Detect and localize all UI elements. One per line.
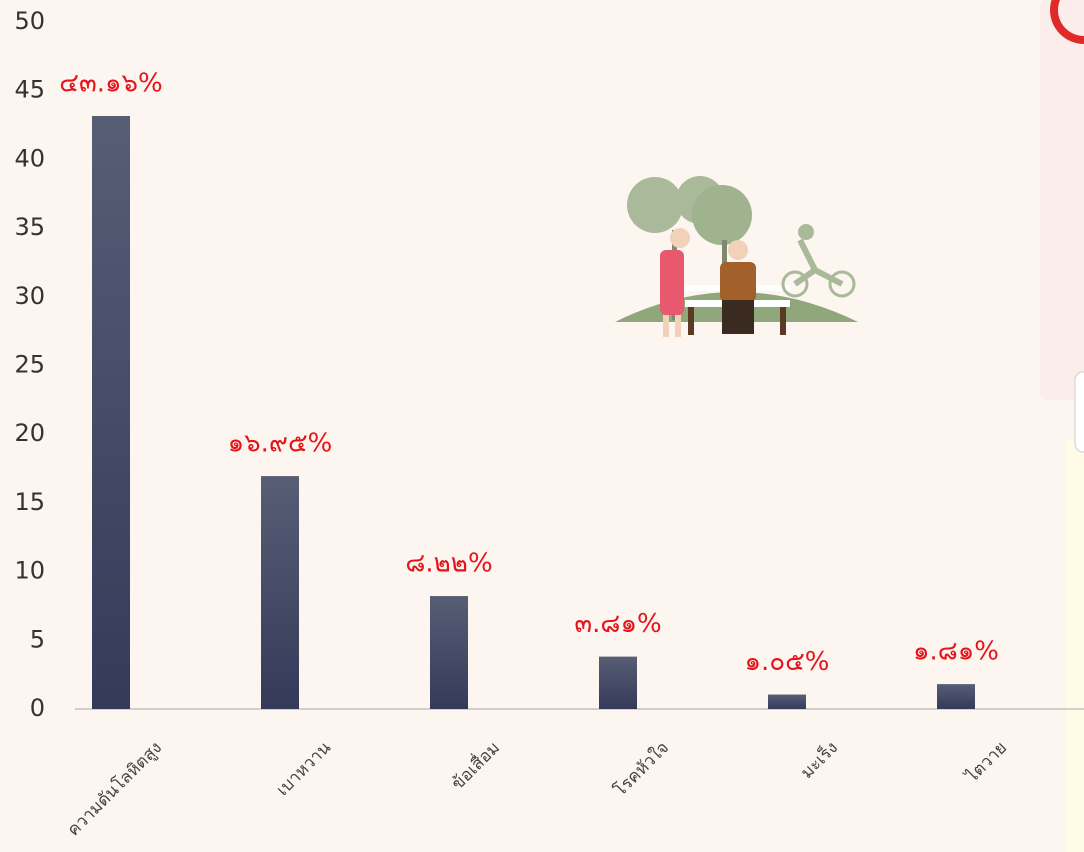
x-tick-label: เบาหวาน (273, 738, 336, 801)
x-tick-label: โรคหัวใจ (610, 737, 673, 800)
side-panel (1040, 0, 1084, 400)
y-tick-label: 15 (14, 488, 45, 516)
y-tick-label: 35 (14, 213, 45, 241)
value-label: ๔๓.๑๖% (59, 68, 162, 98)
bar (937, 684, 975, 709)
value-label: ๓.๘๑% (574, 609, 661, 639)
bar (430, 596, 468, 709)
value-label: ๑๖.๙๕% (228, 429, 333, 459)
y-tick-label: 25 (14, 351, 45, 379)
value-label: ๑.๘๑% (913, 637, 999, 667)
y-tick-label: 5 (30, 625, 45, 653)
value-label: ๑.๐๕% (744, 647, 829, 677)
bar (599, 657, 637, 709)
x-tick-label: มะเร็ง (796, 737, 842, 783)
x-tick-label: ไตวาย (960, 737, 1011, 788)
bar (92, 116, 130, 709)
value-label: ๘.๒๒% (405, 549, 492, 579)
y-tick-label: 30 (14, 282, 45, 310)
x-tick-label: ความดันโลหิตสูง (63, 737, 166, 840)
side-panel (1066, 440, 1084, 852)
bar (768, 695, 806, 709)
side-card (1075, 372, 1084, 452)
bar (261, 476, 299, 709)
y-tick-label: 50 (14, 7, 45, 35)
y-tick-label: 0 (30, 694, 45, 722)
y-tick-label: 20 (14, 419, 45, 447)
y-tick-label: 10 (14, 557, 45, 585)
x-tick-label: ข้อเสื่อม (446, 736, 504, 794)
y-tick-label: 40 (14, 144, 45, 172)
illustration (615, 176, 858, 337)
y-tick-label: 45 (14, 76, 45, 104)
chart: 0 5 10 15 20 25 30 35 40 45 50 ๔๓.๑๖% ความดันโลหิตสู… (0, 0, 1084, 852)
